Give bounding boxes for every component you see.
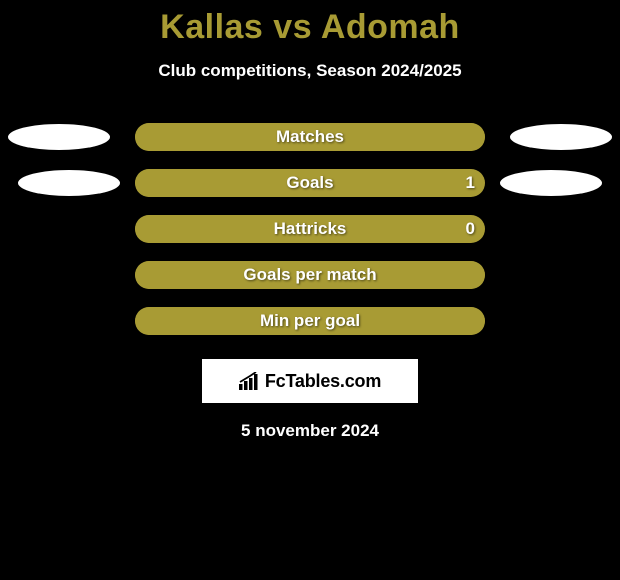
stat-rows: Matches Goals1 Hattricks0 Goals per match Mi… [0, 123, 620, 335]
bar-track: Min per goal [135, 307, 485, 335]
right-ellipse-icon [500, 170, 602, 196]
stat-row-mpg: Min per goal [0, 307, 620, 335]
bar-fill [135, 307, 485, 335]
bar-fill [135, 123, 485, 151]
bar-track: Matches [135, 123, 485, 151]
right-ellipse-icon [510, 124, 612, 150]
vs-separator: vs [263, 8, 320, 46]
page-title: Kallas vs Adomah [0, 8, 620, 47]
stat-row-matches: Matches [0, 123, 620, 151]
bar-fill [135, 261, 485, 289]
brand-box[interactable]: FcTables.com [202, 359, 418, 403]
bar-track: Goals per match [135, 261, 485, 289]
bar-value: 1 [466, 169, 475, 197]
bar-track: Goals1 [135, 169, 485, 197]
bar-track: Hattricks0 [135, 215, 485, 243]
brand-text: FcTables.com [265, 371, 381, 392]
bar-value: 0 [466, 215, 475, 243]
comparison-card: Kallas vs Adomah Club competitions, Seas… [0, 0, 620, 441]
brand-chart-icon [239, 372, 261, 390]
left-ellipse-icon [18, 170, 120, 196]
player1-name: Kallas [160, 8, 263, 46]
left-ellipse-icon [8, 124, 110, 150]
stat-row-goals: Goals1 [0, 169, 620, 197]
subtitle: Club competitions, Season 2024/2025 [0, 61, 620, 81]
stat-row-hattricks: Hattricks0 [0, 215, 620, 243]
bar-fill [135, 215, 464, 243]
footer-date: 5 november 2024 [0, 421, 620, 441]
player2-name: Adomah [321, 8, 460, 46]
bar-fill [135, 169, 464, 197]
stat-row-gpm: Goals per match [0, 261, 620, 289]
